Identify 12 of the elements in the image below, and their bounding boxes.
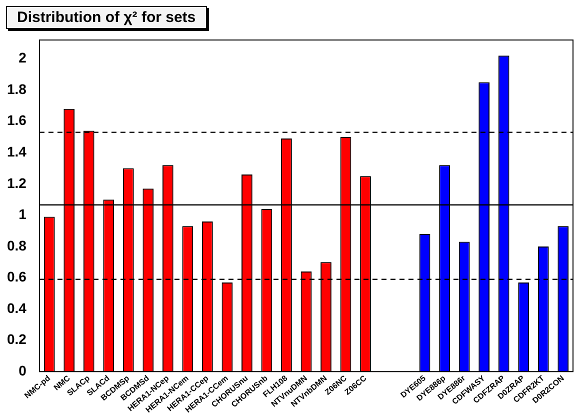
y-tick-label: 0.6 (6, 268, 27, 285)
y-tick-label: 1.4 (6, 143, 27, 160)
y-tick-label: 0.4 (6, 300, 27, 316)
y-tick-label: 0 (18, 362, 27, 379)
y-tick-label: 1.2 (6, 174, 27, 191)
y-tick-label: 0.8 (6, 237, 27, 254)
y-tick-label: 0.2 (6, 331, 27, 348)
y-tick-label: 1 (18, 206, 27, 222)
y-tick-label: 1.6 (6, 112, 27, 128)
y-tick-label: 1.8 (6, 80, 27, 97)
chart-title: Distribution of χ² for sets (6, 6, 207, 29)
y-tick-label: 2 (18, 50, 27, 66)
